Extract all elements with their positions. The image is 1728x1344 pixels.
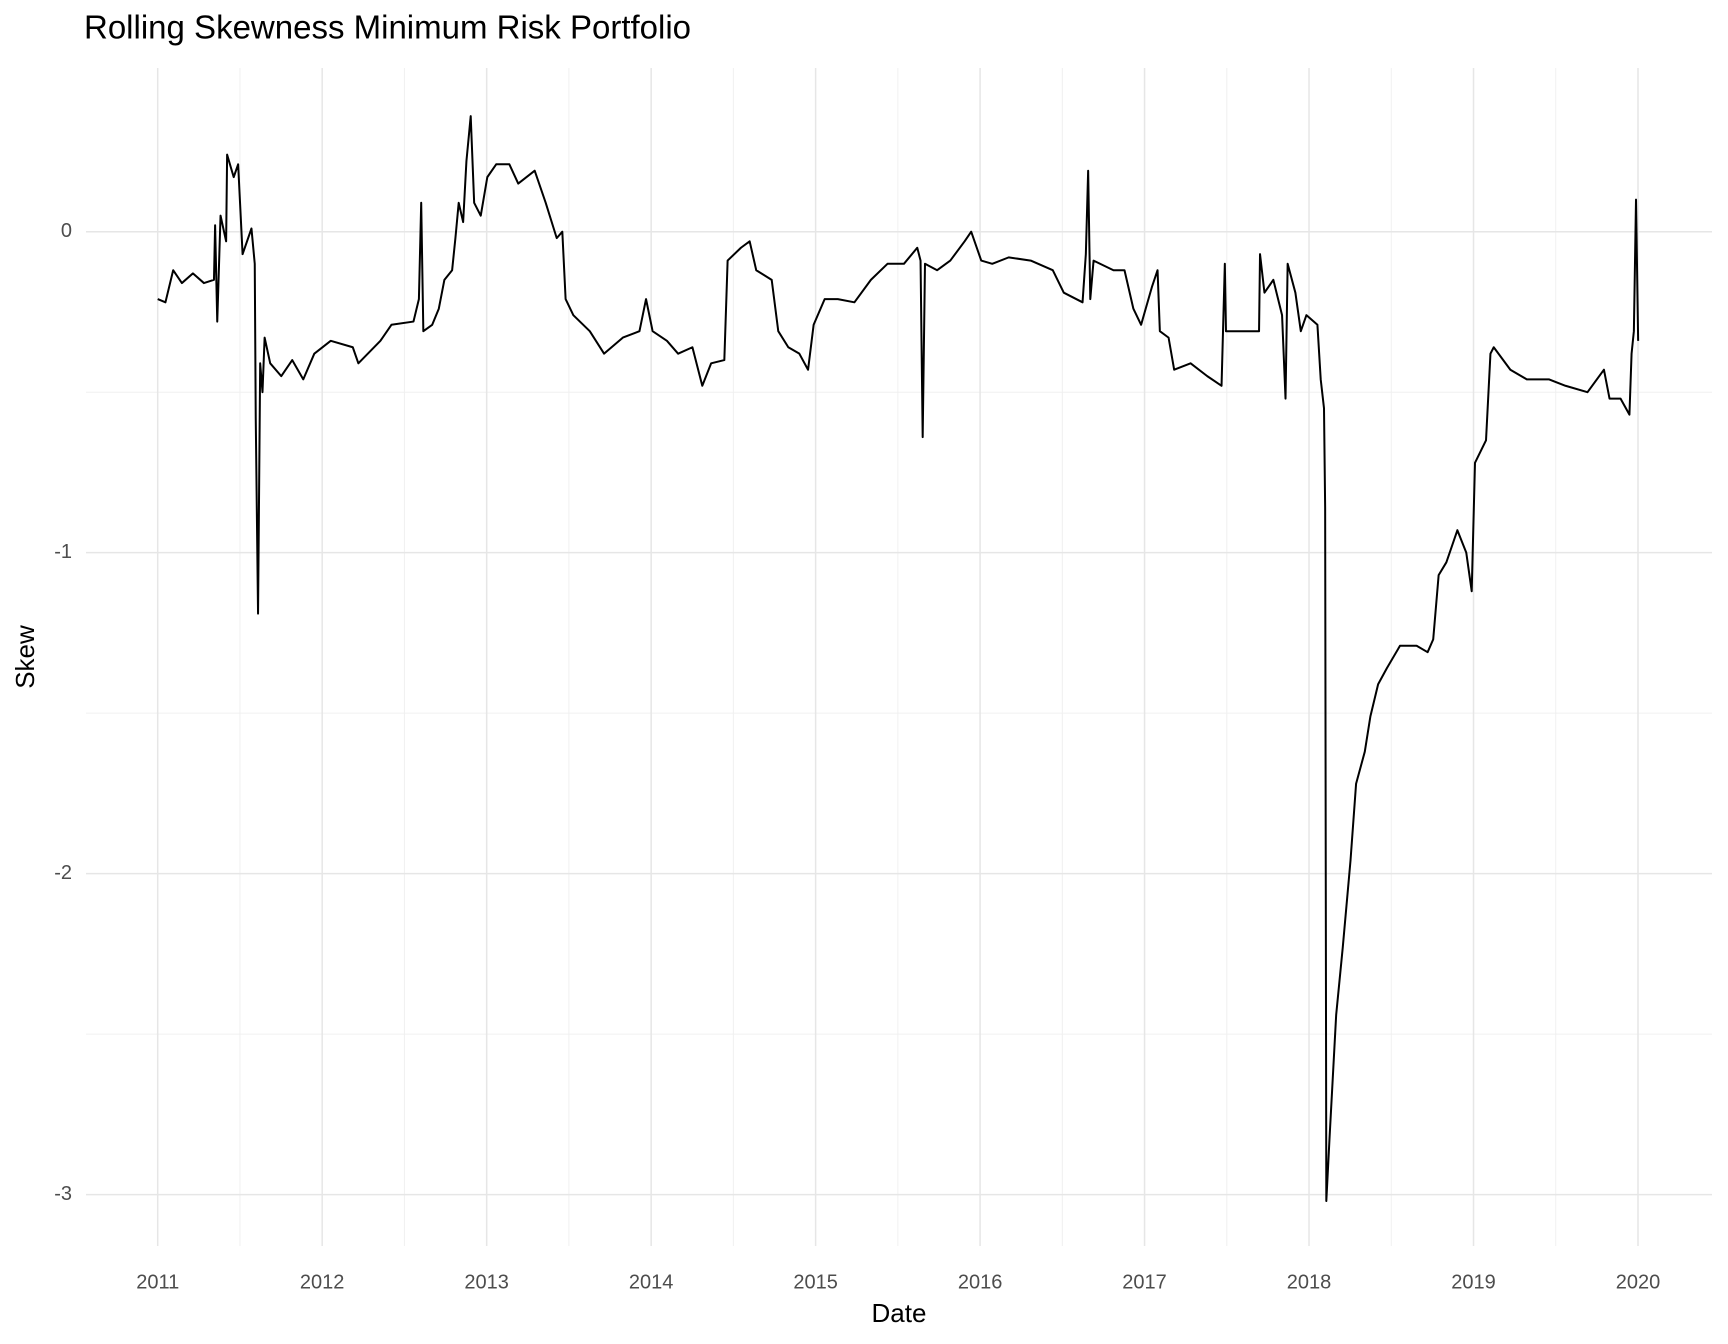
x-tick-label: 2012: [300, 1271, 345, 1293]
x-tick-label: 2020: [1616, 1271, 1661, 1293]
x-tick-label: 2015: [793, 1271, 838, 1293]
series-line: [157, 115, 1640, 1203]
y-tick-label: -2: [54, 862, 72, 884]
x-tick-label: 2013: [464, 1271, 509, 1293]
x-tick-label: 2019: [1451, 1271, 1496, 1293]
x-tick-label: 2016: [958, 1271, 1003, 1293]
x-tick-label: 2018: [1287, 1271, 1332, 1293]
y-tick-label: -3: [54, 1183, 72, 1205]
x-axis-title: Date: [872, 1298, 927, 1328]
x-tick-label: 2017: [1122, 1271, 1167, 1293]
x-tick-label: 2011: [136, 1271, 179, 1293]
y-tick-label: -1: [54, 541, 72, 563]
x-tick-label: 2014: [629, 1271, 674, 1293]
y-tick-label: 0: [61, 220, 72, 242]
chart-title: Rolling Skewness Minimum Risk Portfolio: [84, 9, 691, 46]
y-axis-title: Skew: [10, 625, 40, 689]
grid: [86, 68, 1712, 1246]
